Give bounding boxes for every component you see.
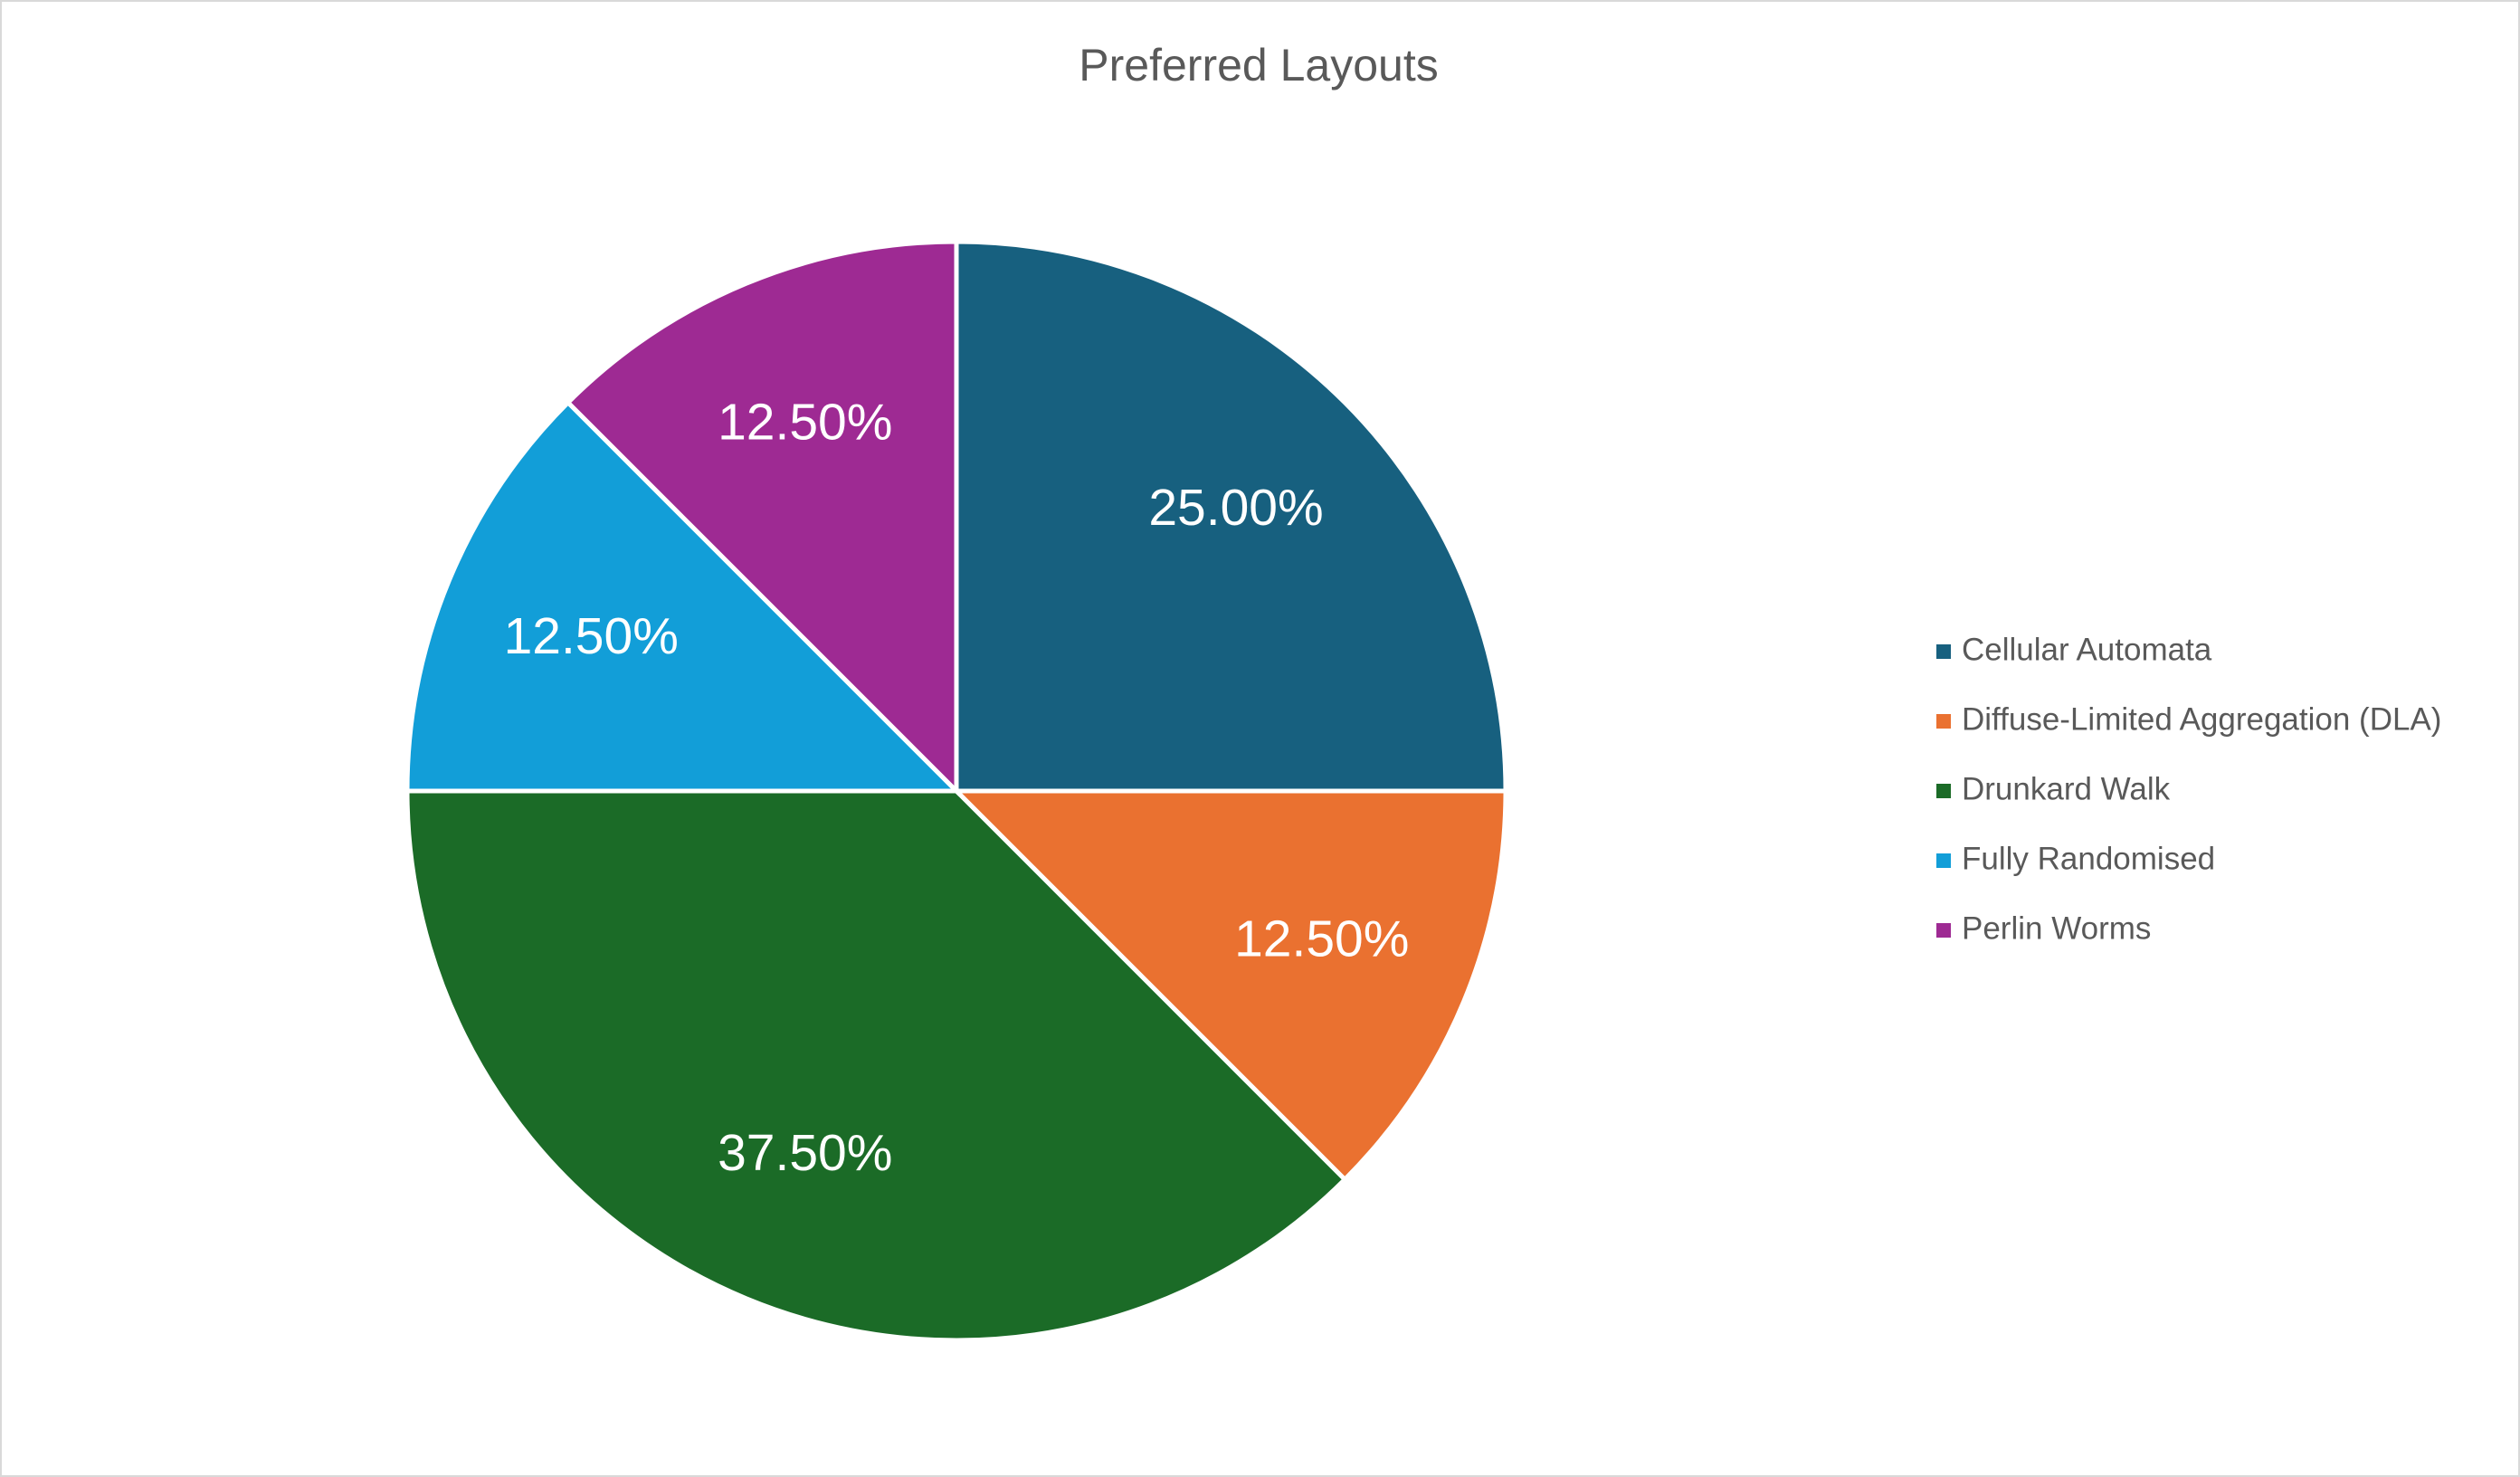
legend-label: Drunkard Walk bbox=[1962, 771, 2171, 806]
legend-label: Cellular Automata bbox=[1962, 632, 2212, 667]
value-label: 12.50% bbox=[1234, 910, 1409, 967]
pie-slice bbox=[404, 788, 1348, 1343]
pie-slice bbox=[950, 788, 1508, 1183]
value-label: 25.00% bbox=[1148, 479, 1323, 537]
legend-label: Fully Randomised bbox=[1962, 841, 2215, 876]
value-label: 12.50% bbox=[504, 607, 679, 665]
legend-label: Diffuse-Limited Aggregation (DLA) bbox=[1962, 701, 2441, 737]
legend-swatch bbox=[1936, 714, 1951, 729]
legend-swatch bbox=[1936, 784, 1951, 798]
legend-swatch bbox=[1936, 644, 1951, 659]
pie-slice bbox=[954, 239, 1508, 794]
legend-label: Perlin Worms bbox=[1962, 910, 2151, 946]
value-label: 12.50% bbox=[718, 393, 892, 451]
pie-slice bbox=[404, 399, 963, 794]
legend-swatch bbox=[1936, 853, 1951, 868]
chart-title: Preferred Layouts bbox=[1079, 40, 1438, 91]
pie-slice bbox=[565, 239, 959, 797]
legend-swatch bbox=[1936, 923, 1951, 938]
value-label: 37.50% bbox=[718, 1124, 892, 1182]
